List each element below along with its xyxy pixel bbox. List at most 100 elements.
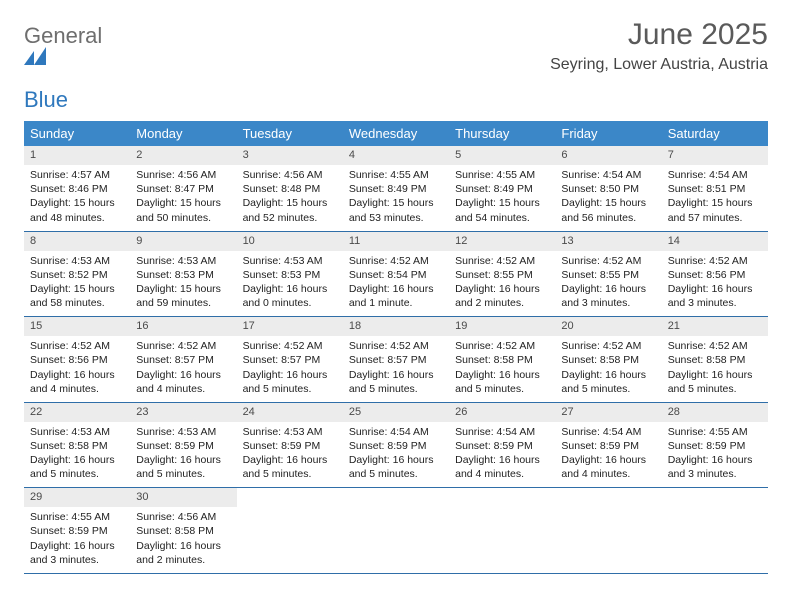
- daylight-text: Daylight: 16 hours and 2 minutes.: [136, 539, 230, 567]
- day-content: Sunrise: 4:52 AMSunset: 8:55 PMDaylight:…: [449, 251, 555, 317]
- calendar-day: 7Sunrise: 4:54 AMSunset: 8:51 PMDaylight…: [662, 146, 768, 231]
- sunrise-text: Sunrise: 4:56 AM: [136, 168, 230, 182]
- sunrise-text: Sunrise: 4:52 AM: [349, 254, 443, 268]
- sunset-text: Sunset: 8:50 PM: [561, 182, 655, 196]
- header: General Blue June 2025 Seyring, Lower Au…: [24, 18, 768, 111]
- day-number: 20: [555, 317, 661, 336]
- sunset-text: Sunset: 8:58 PM: [136, 524, 230, 538]
- sunrise-text: Sunrise: 4:52 AM: [455, 339, 549, 353]
- day-number: 4: [343, 146, 449, 165]
- day-number: 28: [662, 403, 768, 422]
- daylight-text: Daylight: 16 hours and 5 minutes.: [243, 368, 337, 396]
- day-content: Sunrise: 4:52 AMSunset: 8:54 PMDaylight:…: [343, 251, 449, 317]
- calendar-day: [237, 488, 343, 573]
- sunset-text: Sunset: 8:59 PM: [668, 439, 762, 453]
- calendar-day: [343, 488, 449, 573]
- logo-line1: General: [24, 23, 102, 48]
- day-number: 25: [343, 403, 449, 422]
- weekday-monday: Monday: [130, 121, 236, 146]
- sunset-text: Sunset: 8:59 PM: [349, 439, 443, 453]
- day-content: Sunrise: 4:54 AMSunset: 8:59 PMDaylight:…: [449, 422, 555, 488]
- calendar-week: 1Sunrise: 4:57 AMSunset: 8:46 PMDaylight…: [24, 146, 768, 232]
- calendar-day: 9Sunrise: 4:53 AMSunset: 8:53 PMDaylight…: [130, 232, 236, 317]
- daylight-text: Daylight: 15 hours and 50 minutes.: [136, 196, 230, 224]
- calendar-day: 20Sunrise: 4:52 AMSunset: 8:58 PMDayligh…: [555, 317, 661, 402]
- location: Seyring, Lower Austria, Austria: [550, 56, 768, 74]
- day-number: 10: [237, 232, 343, 251]
- day-content: Sunrise: 4:52 AMSunset: 8:57 PMDaylight:…: [343, 336, 449, 402]
- day-number: 23: [130, 403, 236, 422]
- calendar-day: 1Sunrise: 4:57 AMSunset: 8:46 PMDaylight…: [24, 146, 130, 231]
- sunrise-text: Sunrise: 4:55 AM: [30, 510, 124, 524]
- day-content: Sunrise: 4:52 AMSunset: 8:58 PMDaylight:…: [449, 336, 555, 402]
- calendar-day: 4Sunrise: 4:55 AMSunset: 8:49 PMDaylight…: [343, 146, 449, 231]
- sunrise-text: Sunrise: 4:55 AM: [455, 168, 549, 182]
- calendar-day: [662, 488, 768, 573]
- sunrise-text: Sunrise: 4:52 AM: [455, 254, 549, 268]
- day-number: 8: [24, 232, 130, 251]
- sunset-text: Sunset: 8:55 PM: [455, 268, 549, 282]
- sunset-text: Sunset: 8:52 PM: [30, 268, 124, 282]
- sunset-text: Sunset: 8:58 PM: [30, 439, 124, 453]
- daylight-text: Daylight: 16 hours and 5 minutes.: [668, 368, 762, 396]
- day-number: 13: [555, 232, 661, 251]
- day-content: Sunrise: 4:53 AMSunset: 8:59 PMDaylight:…: [237, 422, 343, 488]
- day-content: Sunrise: 4:52 AMSunset: 8:57 PMDaylight:…: [237, 336, 343, 402]
- logo-text: General Blue: [24, 24, 102, 111]
- logo-mark-icon: [24, 47, 102, 65]
- calendar-day: 13Sunrise: 4:52 AMSunset: 8:55 PMDayligh…: [555, 232, 661, 317]
- day-content: Sunrise: 4:52 AMSunset: 8:57 PMDaylight:…: [130, 336, 236, 402]
- day-number: 27: [555, 403, 661, 422]
- daylight-text: Daylight: 15 hours and 57 minutes.: [668, 196, 762, 224]
- calendar-day: 21Sunrise: 4:52 AMSunset: 8:58 PMDayligh…: [662, 317, 768, 402]
- sunset-text: Sunset: 8:58 PM: [561, 353, 655, 367]
- day-content: Sunrise: 4:56 AMSunset: 8:48 PMDaylight:…: [237, 165, 343, 231]
- calendar-day: 26Sunrise: 4:54 AMSunset: 8:59 PMDayligh…: [449, 403, 555, 488]
- calendar-day: 18Sunrise: 4:52 AMSunset: 8:57 PMDayligh…: [343, 317, 449, 402]
- daylight-text: Daylight: 15 hours and 48 minutes.: [30, 196, 124, 224]
- day-number: 6: [555, 146, 661, 165]
- day-content: Sunrise: 4:54 AMSunset: 8:51 PMDaylight:…: [662, 165, 768, 231]
- sunrise-text: Sunrise: 4:53 AM: [30, 425, 124, 439]
- calendar-body: 1Sunrise: 4:57 AMSunset: 8:46 PMDaylight…: [24, 146, 768, 574]
- day-number: 12: [449, 232, 555, 251]
- day-content: Sunrise: 4:52 AMSunset: 8:58 PMDaylight:…: [662, 336, 768, 402]
- weekday-wednesday: Wednesday: [343, 121, 449, 146]
- calendar-day: 16Sunrise: 4:52 AMSunset: 8:57 PMDayligh…: [130, 317, 236, 402]
- sunset-text: Sunset: 8:53 PM: [136, 268, 230, 282]
- daylight-text: Daylight: 16 hours and 3 minutes.: [668, 453, 762, 481]
- sunset-text: Sunset: 8:59 PM: [30, 524, 124, 538]
- sunset-text: Sunset: 8:55 PM: [561, 268, 655, 282]
- day-content: Sunrise: 4:55 AMSunset: 8:59 PMDaylight:…: [24, 507, 130, 573]
- sunrise-text: Sunrise: 4:53 AM: [136, 425, 230, 439]
- sunset-text: Sunset: 8:51 PM: [668, 182, 762, 196]
- day-content: Sunrise: 4:52 AMSunset: 8:58 PMDaylight:…: [555, 336, 661, 402]
- logo: General Blue: [24, 24, 102, 111]
- day-number: 16: [130, 317, 236, 336]
- day-content: Sunrise: 4:52 AMSunset: 8:56 PMDaylight:…: [662, 251, 768, 317]
- day-content: Sunrise: 4:55 AMSunset: 8:49 PMDaylight:…: [343, 165, 449, 231]
- daylight-text: Daylight: 16 hours and 1 minute.: [349, 282, 443, 310]
- sunrise-text: Sunrise: 4:53 AM: [136, 254, 230, 268]
- daylight-text: Daylight: 16 hours and 2 minutes.: [455, 282, 549, 310]
- day-content: Sunrise: 4:56 AMSunset: 8:58 PMDaylight:…: [130, 507, 236, 573]
- sunrise-text: Sunrise: 4:52 AM: [30, 339, 124, 353]
- weekday-thursday: Thursday: [449, 121, 555, 146]
- daylight-text: Daylight: 15 hours and 54 minutes.: [455, 196, 549, 224]
- day-content: Sunrise: 4:54 AMSunset: 8:59 PMDaylight:…: [555, 422, 661, 488]
- sunset-text: Sunset: 8:48 PM: [243, 182, 337, 196]
- sunrise-text: Sunrise: 4:54 AM: [668, 168, 762, 182]
- day-number: 24: [237, 403, 343, 422]
- weekday-tuesday: Tuesday: [237, 121, 343, 146]
- day-content: Sunrise: 4:57 AMSunset: 8:46 PMDaylight:…: [24, 165, 130, 231]
- calendar-day: 19Sunrise: 4:52 AMSunset: 8:58 PMDayligh…: [449, 317, 555, 402]
- calendar-day: 22Sunrise: 4:53 AMSunset: 8:58 PMDayligh…: [24, 403, 130, 488]
- sunset-text: Sunset: 8:59 PM: [561, 439, 655, 453]
- sunset-text: Sunset: 8:49 PM: [349, 182, 443, 196]
- day-content: Sunrise: 4:55 AMSunset: 8:59 PMDaylight:…: [662, 422, 768, 488]
- day-number: 14: [662, 232, 768, 251]
- calendar-day: 27Sunrise: 4:54 AMSunset: 8:59 PMDayligh…: [555, 403, 661, 488]
- daylight-text: Daylight: 16 hours and 4 minutes.: [561, 453, 655, 481]
- sunrise-text: Sunrise: 4:54 AM: [561, 168, 655, 182]
- sunset-text: Sunset: 8:57 PM: [243, 353, 337, 367]
